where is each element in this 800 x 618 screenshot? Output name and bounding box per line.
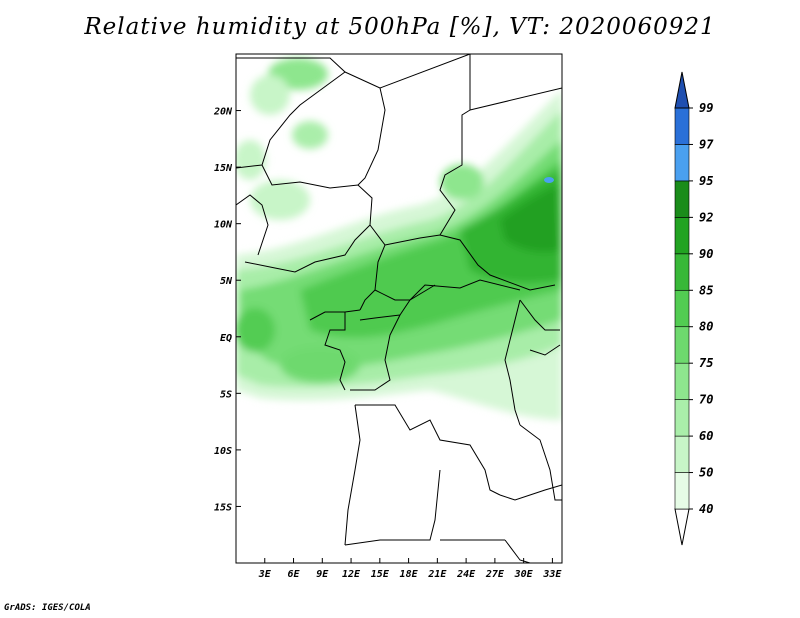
x-tick-label: 30E [514,569,534,580]
x-tick-label: 15E [371,569,390,580]
y-tick-label: 5S [220,389,232,400]
x-axis: 3E 6E 9E 12E 15E 18E 21E 24E 27E 30E 33E [258,558,562,580]
colorbar-label: 92 [699,210,713,224]
rh-north-patch-2 [250,75,290,115]
colorbar-segment [674,435,690,473]
colorbar-triangle-low [674,508,690,546]
y-tick-label: 10N [214,220,233,231]
colorbar-triangle-high [674,71,690,109]
country-boundaries [236,54,562,563]
rh-north-patch-3 [292,121,328,149]
colorbar-segment [674,362,690,400]
colorbar-label: 99 [699,101,713,115]
rh-south-patch [280,347,360,383]
y-tick-label: 15N [214,163,233,174]
x-tick-label: 6E [288,569,301,580]
rh-north-patch-5 [250,180,310,220]
colorbar-segment [674,289,690,328]
colorbar: 40 50 60 70 75 80 85 90 92 95 97 99 [674,71,714,546]
colorbar-segment [674,472,690,510]
colorbar-segment [674,326,690,364]
x-tick-label: 21E [427,569,447,580]
x-tick-label: 9E [316,569,329,580]
colorbar-label: 80 [699,320,713,334]
colorbar-segment [674,217,690,255]
x-tick-label: 33E [542,569,562,580]
grads-credit: GrADS: IGES/COLA [4,603,91,613]
y-tick-label: 10S [214,446,232,457]
x-tick-label: 24E [456,569,476,580]
humidity-field [236,54,562,563]
colorbar-label: 70 [699,393,713,407]
rh-97-spot [544,177,554,183]
y-axis: 20N 15N 10N 5N EQ 5S 10S 15S [213,107,241,513]
colorbar-segment [674,253,690,291]
rh-west-patch [236,308,275,352]
x-tick-label: 18E [400,569,419,580]
x-tick-label: 3E [258,569,272,580]
x-tick-label: 12E [342,569,361,580]
y-tick-label: 20N [213,107,233,118]
colorbar-label: 75 [699,356,713,370]
rh-85-region [300,160,562,338]
colorbar-label: 95 [699,174,713,188]
colorbar-label: 85 [699,283,713,297]
map-frame [235,53,563,564]
y-tick-label: 15S [214,502,232,513]
chart-title: Relative humidity at 500hPa [%], VT: 202… [84,14,716,40]
x-tick-label: 27E [485,569,505,580]
rh-north-patch-4 [440,164,484,200]
colorbar-segment [674,144,690,182]
y-tick-label: EQ [220,333,232,344]
rh-north-patch-6 [236,140,266,180]
colorbar-label: 97 [699,137,714,151]
colorbar-label: 50 [699,466,713,480]
colorbar-segment [674,180,690,218]
colorbar-label: 90 [699,247,713,261]
y-tick-label: 5N [220,276,233,287]
colorbar-segment [674,107,690,145]
colorbar-label: 60 [699,429,713,443]
colorbar-label: 40 [699,502,713,516]
rh-92-region [500,185,560,252]
colorbar-segment [674,399,690,437]
